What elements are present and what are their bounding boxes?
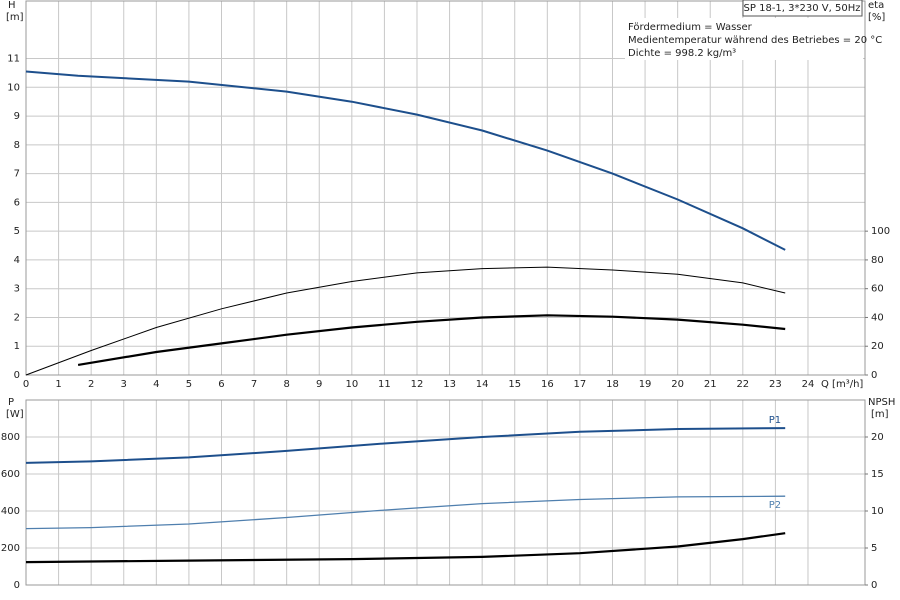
y2-unit: [m]	[871, 409, 889, 420]
y-tick-label: 11	[7, 54, 20, 65]
x-tick-label: 23	[769, 379, 782, 390]
x-tick-label: 3	[121, 379, 127, 390]
y-tick-label: 10	[7, 82, 20, 93]
x-tick-label: 11	[378, 379, 391, 390]
x-tick-label: 14	[476, 379, 489, 390]
y-tick-label: 1	[14, 341, 20, 352]
y-tick-label: 4	[14, 255, 20, 266]
y2-tick-label: 0	[871, 580, 877, 591]
y-label: H	[8, 0, 16, 11]
y-tick-label: 0	[14, 580, 20, 591]
curve	[25, 495, 786, 530]
x-tick-label: 15	[508, 379, 521, 390]
x-tick-label: 24	[802, 379, 815, 390]
x-tick-label: 9	[316, 379, 322, 390]
y2-label: eta	[868, 0, 884, 11]
x-tick-label: 18	[606, 379, 619, 390]
y2-tick-label: 80	[871, 255, 884, 266]
y2-tick-label: 40	[871, 312, 884, 323]
y2-tick-label: 100	[871, 226, 890, 237]
series-label: P2	[769, 500, 781, 511]
x-tick-label: 13	[443, 379, 456, 390]
y-tick-label: 9	[14, 111, 20, 122]
y-tick-label: 3	[14, 284, 20, 295]
x-tick-label: 8	[283, 379, 289, 390]
x-label: Q [m³/h]	[821, 379, 863, 390]
y2-label: NPSH	[868, 397, 895, 408]
note: Fördermedium = Wasser	[628, 22, 753, 33]
plot-frame	[25, 399, 866, 586]
y-tick-label: 800	[1, 432, 20, 443]
plot-frame	[25, 0, 866, 376]
y-label: P	[8, 397, 14, 408]
y2-tick-label: 20	[871, 432, 884, 443]
y2-tick-label: 15	[871, 469, 884, 480]
x-tick-label: 2	[88, 379, 94, 390]
curve	[77, 314, 786, 366]
x-tick-label: 19	[639, 379, 652, 390]
note: Dichte = 998.2 kg/m³	[628, 48, 736, 59]
x-tick-label: 4	[153, 379, 159, 390]
y-tick-label: 7	[14, 169, 20, 180]
y-tick-label: 400	[1, 506, 20, 517]
y2-tick-label: 20	[871, 341, 884, 352]
y2-tick-label: 0	[871, 370, 877, 381]
note: Medientemperatur während des Betriebes =…	[628, 35, 882, 46]
x-tick-label: 7	[251, 379, 257, 390]
y2-tick-label: 10	[871, 506, 884, 517]
x-tick-label: 5	[186, 379, 192, 390]
curve	[25, 532, 786, 564]
y-tick-label: 600	[1, 469, 20, 480]
x-tick-label: 20	[671, 379, 684, 390]
y-tick-label: 0	[14, 370, 20, 381]
y-tick-label: 2	[14, 312, 20, 323]
x-tick-label: 6	[218, 379, 224, 390]
x-tick-label: 17	[574, 379, 587, 390]
y-tick-label: 8	[14, 140, 20, 151]
y-unit: [W]	[6, 409, 24, 420]
y-tick-label: 5	[14, 226, 20, 237]
x-tick-label: 22	[736, 379, 749, 390]
curve	[25, 266, 786, 376]
x-tick-label: 16	[541, 379, 554, 390]
y2-tick-label: 60	[871, 284, 884, 295]
y-tick-label: 200	[1, 543, 20, 554]
notes-bg	[625, 18, 863, 60]
y2-unit: [%]	[868, 12, 885, 23]
x-tick-label: 0	[23, 379, 29, 390]
x-tick-label: 12	[411, 379, 424, 390]
x-tick-label: 21	[704, 379, 717, 390]
curve	[25, 70, 786, 251]
curve	[25, 427, 786, 464]
x-tick-label: 1	[55, 379, 61, 390]
x-tick-label: 10	[345, 379, 358, 390]
header-box	[742, 0, 863, 17]
y-tick-label: 6	[14, 197, 20, 208]
y-unit: [m]	[6, 12, 24, 23]
header: SP 18-1, 3*230 V, 50Hz	[744, 3, 861, 14]
y2-tick-label: 5	[871, 543, 877, 554]
series-label: P1	[769, 415, 781, 426]
